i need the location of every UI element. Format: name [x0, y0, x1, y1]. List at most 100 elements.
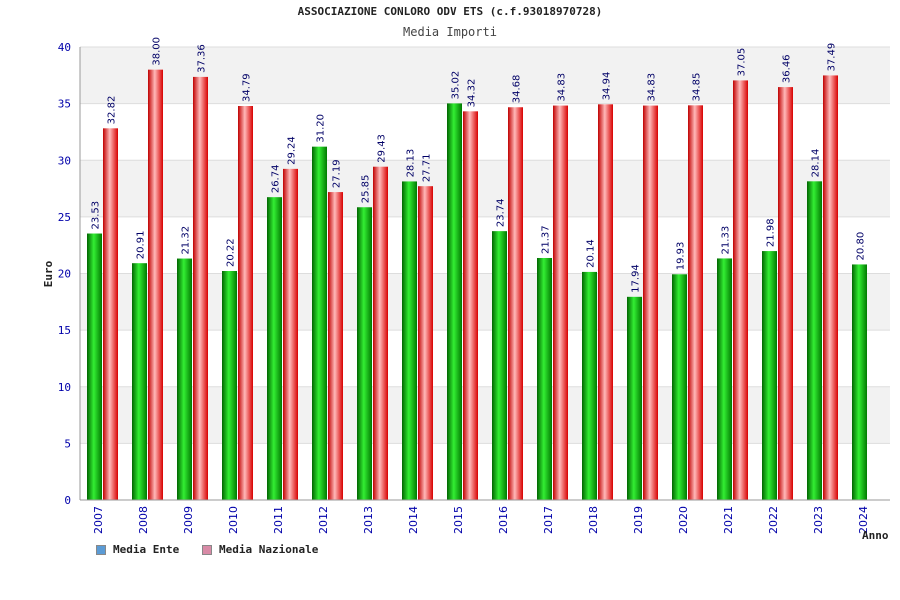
- legend-item-media-nazionale: Media Nazionale: [202, 543, 318, 556]
- bar-media-nazionale: [553, 105, 568, 501]
- x-tick-label: 2023: [812, 506, 825, 534]
- grid-band: [80, 330, 890, 387]
- data-label: 21.98: [766, 218, 777, 247]
- data-label: 36.46: [782, 54, 793, 83]
- bar-media-nazionale: [283, 168, 298, 500]
- data-label: 34.32: [467, 79, 478, 108]
- data-label: 28.14: [811, 149, 822, 178]
- bar-media-nazionale: [193, 76, 208, 500]
- y-axis-label: Euro: [42, 260, 55, 287]
- data-label: 23.53: [91, 201, 102, 230]
- data-label: 17.94: [631, 264, 642, 293]
- bar-media-nazionale: [148, 69, 163, 501]
- data-label: 35.02: [451, 71, 462, 100]
- x-tick-label: 2011: [272, 506, 285, 534]
- y-tick-label: 5: [64, 437, 71, 450]
- bar-media-ente: [87, 233, 102, 500]
- bar-media-ente: [852, 264, 867, 500]
- grid-band: [80, 47, 890, 104]
- x-tick-label: 2014: [407, 506, 420, 534]
- grid-band: [80, 386, 890, 444]
- x-tick-label: 2020: [677, 506, 690, 534]
- x-tick-label: 2015: [452, 506, 465, 534]
- y-tick-label: 0: [64, 494, 71, 507]
- bar-media-nazionale: [508, 107, 523, 501]
- data-label: 20.80: [856, 232, 867, 261]
- bar-media-ente: [222, 271, 237, 500]
- bar-media-nazionale: [778, 87, 793, 500]
- bar-media-ente: [492, 231, 507, 500]
- data-label: 32.82: [107, 96, 118, 125]
- data-label: 34.83: [557, 73, 568, 102]
- data-label: 34.83: [647, 73, 658, 102]
- data-label: 34.79: [242, 73, 253, 102]
- axes: 0 5 10 15 20 25 30 35 40 2007 2008 2009 2010 2011 2012…: [58, 41, 890, 534]
- data-label: 29.43: [377, 134, 388, 163]
- bar-media-ente: [447, 103, 462, 500]
- data-label: 26.74: [271, 165, 282, 194]
- x-tick-label: 2024: [857, 506, 870, 534]
- bar-media-ente: [627, 296, 642, 500]
- grid: [80, 46, 890, 501]
- x-tick-label: 2017: [542, 506, 555, 534]
- chart-subtitle: Media Importi: [403, 25, 497, 39]
- legend-swatch: [96, 544, 106, 555]
- data-label: 19.93: [676, 242, 687, 271]
- data-label: 20.91: [136, 231, 147, 260]
- data-label: 37.49: [827, 43, 838, 72]
- bar-media-ente: [267, 197, 282, 500]
- bar-media-nazionale: [103, 128, 118, 500]
- x-tick-label: 2008: [137, 506, 150, 534]
- data-label: 31.20: [316, 114, 327, 143]
- y-tick-label: 20: [58, 268, 71, 281]
- data-label: 20.22: [226, 238, 237, 267]
- x-tick-label: 2010: [227, 506, 240, 534]
- bar-media-ente: [312, 146, 327, 500]
- data-label: 20.14: [586, 239, 597, 268]
- bar-media-ente: [537, 257, 552, 500]
- data-label: 29.24: [287, 136, 298, 165]
- data-label: 34.68: [512, 75, 523, 104]
- bar-media-ente: [402, 181, 417, 501]
- chart-title: ASSOCIAZIONE CONLORO ODV ETS (c.f.930189…: [297, 5, 603, 18]
- x-tick-label: 2009: [182, 506, 195, 534]
- y-tick-label: 35: [58, 98, 71, 111]
- grid-band: [80, 273, 890, 331]
- bar-media-nazionale: [328, 192, 343, 501]
- data-label: 25.85: [361, 175, 372, 204]
- data-label: 21.33: [721, 226, 732, 255]
- bar-media-nazionale: [418, 186, 433, 500]
- data-label: 21.37: [541, 225, 552, 254]
- bar-media-nazionale: [238, 106, 253, 501]
- x-tick-label: 2019: [632, 506, 645, 534]
- bar-media-nazionale: [643, 105, 658, 501]
- data-label: 27.19: [332, 159, 343, 188]
- bar-media-ente: [357, 207, 372, 500]
- bar-media-nazionale: [463, 111, 478, 501]
- x-tick-label: 2018: [587, 506, 600, 534]
- y-tick-label: 30: [58, 154, 71, 167]
- x-tick-label: 2021: [722, 506, 735, 534]
- data-label: 37.36: [197, 44, 208, 73]
- x-axis-label: Anno: [862, 529, 889, 542]
- bar-media-nazionale: [373, 166, 388, 500]
- bar-media-ente: [717, 258, 732, 500]
- grid-band: [80, 160, 890, 217]
- grid-band: [80, 216, 890, 274]
- legend-label: Media Nazionale: [219, 543, 319, 556]
- data-label: 38.00: [152, 37, 163, 66]
- grid-band: [80, 443, 890, 500]
- bar-media-ente: [807, 181, 822, 500]
- x-tick-label: 2022: [767, 506, 780, 534]
- data-label: 37.05: [737, 48, 748, 77]
- bar-media-nazionale: [733, 80, 748, 500]
- bars: 23.53 32.82 20.91 38.00 21.32 37.36 20.22 34.79…: [87, 37, 867, 501]
- bar-media-nazionale: [823, 75, 838, 500]
- data-label: 23.74: [496, 199, 507, 228]
- y-tick-label: 25: [58, 211, 71, 224]
- x-tick-label: 2012: [317, 506, 330, 534]
- bar-media-ente: [177, 258, 192, 500]
- data-label: 27.71: [422, 154, 433, 183]
- y-tick-label: 10: [58, 381, 71, 394]
